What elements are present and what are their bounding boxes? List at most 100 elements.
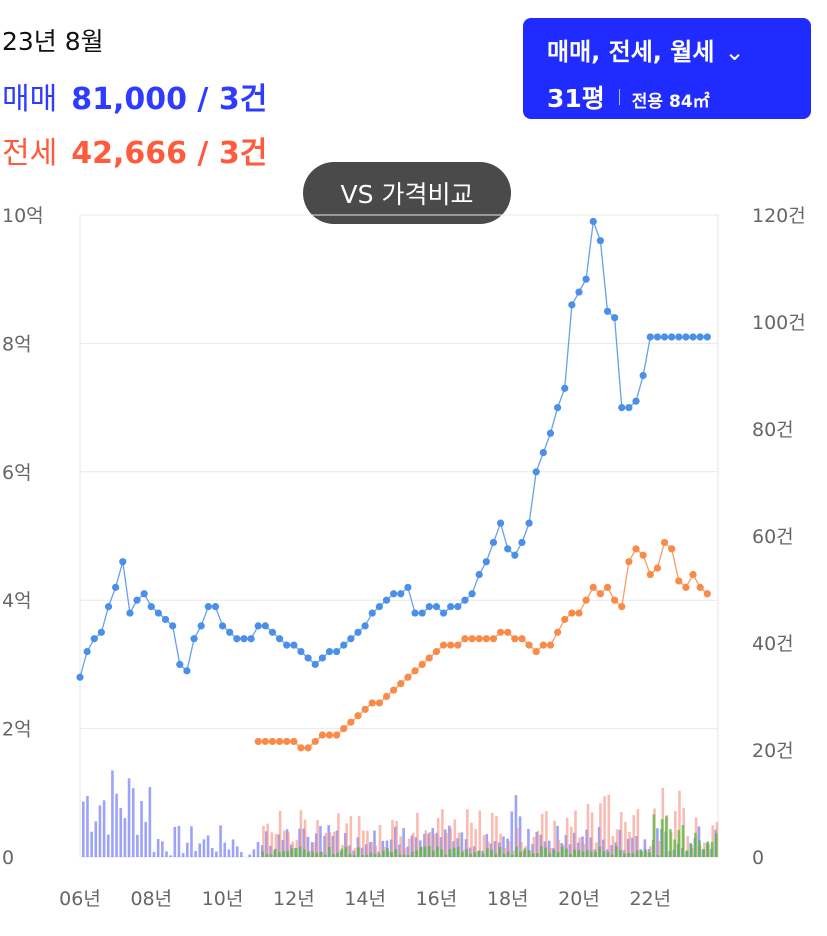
sale-price-point[interactable]	[161, 615, 170, 624]
jeonse-price-point[interactable]	[425, 654, 433, 662]
sale-price-point[interactable]	[468, 590, 476, 598]
jeonse-price-point[interactable]	[632, 545, 640, 553]
sale-price-point[interactable]	[254, 622, 262, 630]
sale-price-point[interactable]	[83, 647, 91, 656]
sale-price-point[interactable]	[703, 333, 711, 341]
jeonse-price-point[interactable]	[447, 641, 455, 649]
sale-price-point[interactable]	[154, 609, 163, 617]
jeonse-price-point[interactable]	[304, 744, 312, 752]
jeonse-price-point[interactable]	[411, 667, 419, 675]
sale-price-point[interactable]	[496, 519, 505, 527]
sale-price-point[interactable]	[425, 603, 433, 611]
sale-price-point[interactable]	[646, 333, 654, 341]
jeonse-price-point[interactable]	[439, 641, 448, 649]
jeonse-price-point[interactable]	[340, 725, 348, 733]
jeonse-price-point[interactable]	[290, 737, 298, 746]
jeonse-price-point[interactable]	[461, 635, 469, 643]
jeonse-price-point[interactable]	[696, 583, 704, 591]
sale-price-point[interactable]	[183, 667, 191, 675]
sale-price-point[interactable]	[333, 647, 341, 656]
sale-price-point[interactable]	[482, 558, 490, 566]
jeonse-price-point[interactable]	[532, 647, 540, 656]
jeonse-price-point[interactable]	[311, 737, 319, 746]
jeonse-price-point[interactable]	[382, 692, 391, 701]
sale-price-point[interactable]	[525, 519, 533, 527]
sale-price-point[interactable]	[76, 673, 84, 681]
sale-price-point[interactable]	[133, 596, 141, 604]
sale-price-point[interactable]	[126, 609, 134, 617]
sale-price-point[interactable]	[447, 603, 455, 611]
jeonse-price-point[interactable]	[318, 731, 326, 739]
jeonse-price-point[interactable]	[682, 583, 690, 591]
jeonse-price-point[interactable]	[603, 583, 612, 591]
sale-price-point[interactable]	[418, 609, 426, 617]
jeonse-price-point[interactable]	[589, 583, 597, 591]
jeonse-price-point[interactable]	[347, 718, 355, 726]
sale-price-point[interactable]	[347, 635, 355, 643]
jeonse-price-point[interactable]	[283, 737, 291, 746]
sale-price-point[interactable]	[568, 301, 576, 309]
sale-price-point[interactable]	[297, 647, 305, 656]
sale-price-point[interactable]	[354, 628, 362, 636]
sale-price-point[interactable]	[112, 583, 120, 591]
sale-price-point[interactable]	[247, 635, 255, 643]
sale-price-point[interactable]	[475, 570, 483, 579]
sale-price-point[interactable]	[90, 635, 98, 643]
jeonse-price-point[interactable]	[660, 538, 669, 547]
sale-price-point[interactable]	[589, 217, 597, 226]
jeonse-price-point[interactable]	[675, 577, 683, 585]
sale-price-point[interactable]	[682, 333, 690, 341]
sale-price-point[interactable]	[625, 404, 633, 412]
sale-price-point[interactable]	[554, 404, 562, 412]
sale-price-point[interactable]	[147, 603, 155, 611]
sale-price-point[interactable]	[603, 307, 612, 315]
sale-price-point[interactable]	[675, 333, 683, 341]
vs-compare-button[interactable]: VS 가격비교	[303, 162, 511, 224]
jeonse-price-point[interactable]	[525, 641, 533, 649]
sale-price-point[interactable]	[454, 603, 462, 611]
sale-price-point[interactable]	[275, 635, 284, 643]
sale-price-point[interactable]	[461, 596, 469, 604]
jeonse-price-point[interactable]	[611, 596, 619, 604]
jeonse-price-point[interactable]	[568, 609, 576, 617]
jeonse-price-point[interactable]	[261, 737, 269, 746]
jeonse-price-point[interactable]	[432, 647, 441, 656]
sale-price-point[interactable]	[283, 641, 291, 649]
sale-price-point[interactable]	[140, 590, 148, 598]
sale-price-point[interactable]	[261, 622, 269, 630]
sale-price-point[interactable]	[190, 635, 198, 643]
sale-price-point[interactable]	[211, 603, 220, 611]
sale-price-point[interactable]	[504, 545, 512, 553]
jeonse-price-point[interactable]	[390, 686, 398, 694]
jeonse-price-point[interactable]	[475, 635, 483, 643]
sale-price-point[interactable]	[240, 635, 248, 643]
sale-price-point[interactable]	[340, 641, 348, 649]
jeonse-price-point[interactable]	[561, 615, 569, 624]
sale-price-point[interactable]	[204, 603, 212, 611]
jeonse-price-point[interactable]	[575, 609, 583, 617]
jeonse-price-point[interactable]	[489, 635, 498, 643]
jeonse-price-point[interactable]	[596, 590, 604, 598]
jeonse-price-point[interactable]	[482, 635, 490, 643]
sale-price-point[interactable]	[176, 660, 184, 669]
sale-price-point[interactable]	[104, 603, 113, 611]
jeonse-price-point[interactable]	[368, 699, 376, 707]
sale-price-point[interactable]	[404, 583, 412, 591]
jeonse-price-point[interactable]	[268, 737, 277, 746]
deal-type-selector[interactable]: 매매, 전세, 월세 ⌄ 31평 전용 84㎡	[523, 18, 811, 119]
sale-price-point[interactable]	[653, 333, 662, 341]
sale-price-point[interactable]	[361, 622, 369, 630]
sale-price-point[interactable]	[169, 622, 177, 630]
sale-price-point[interactable]	[325, 647, 334, 656]
sale-price-point[interactable]	[218, 622, 227, 630]
sale-price-point[interactable]	[575, 288, 583, 296]
sale-price-point[interactable]	[97, 628, 105, 636]
sale-price-point[interactable]	[539, 448, 547, 457]
sale-price-point[interactable]	[596, 237, 604, 245]
sale-price-point[interactable]	[582, 275, 590, 283]
jeonse-price-point[interactable]	[653, 564, 662, 572]
jeonse-price-point[interactable]	[539, 641, 547, 649]
sale-price-point[interactable]	[668, 333, 676, 341]
sale-price-point[interactable]	[561, 384, 569, 392]
sale-price-point[interactable]	[368, 609, 376, 617]
